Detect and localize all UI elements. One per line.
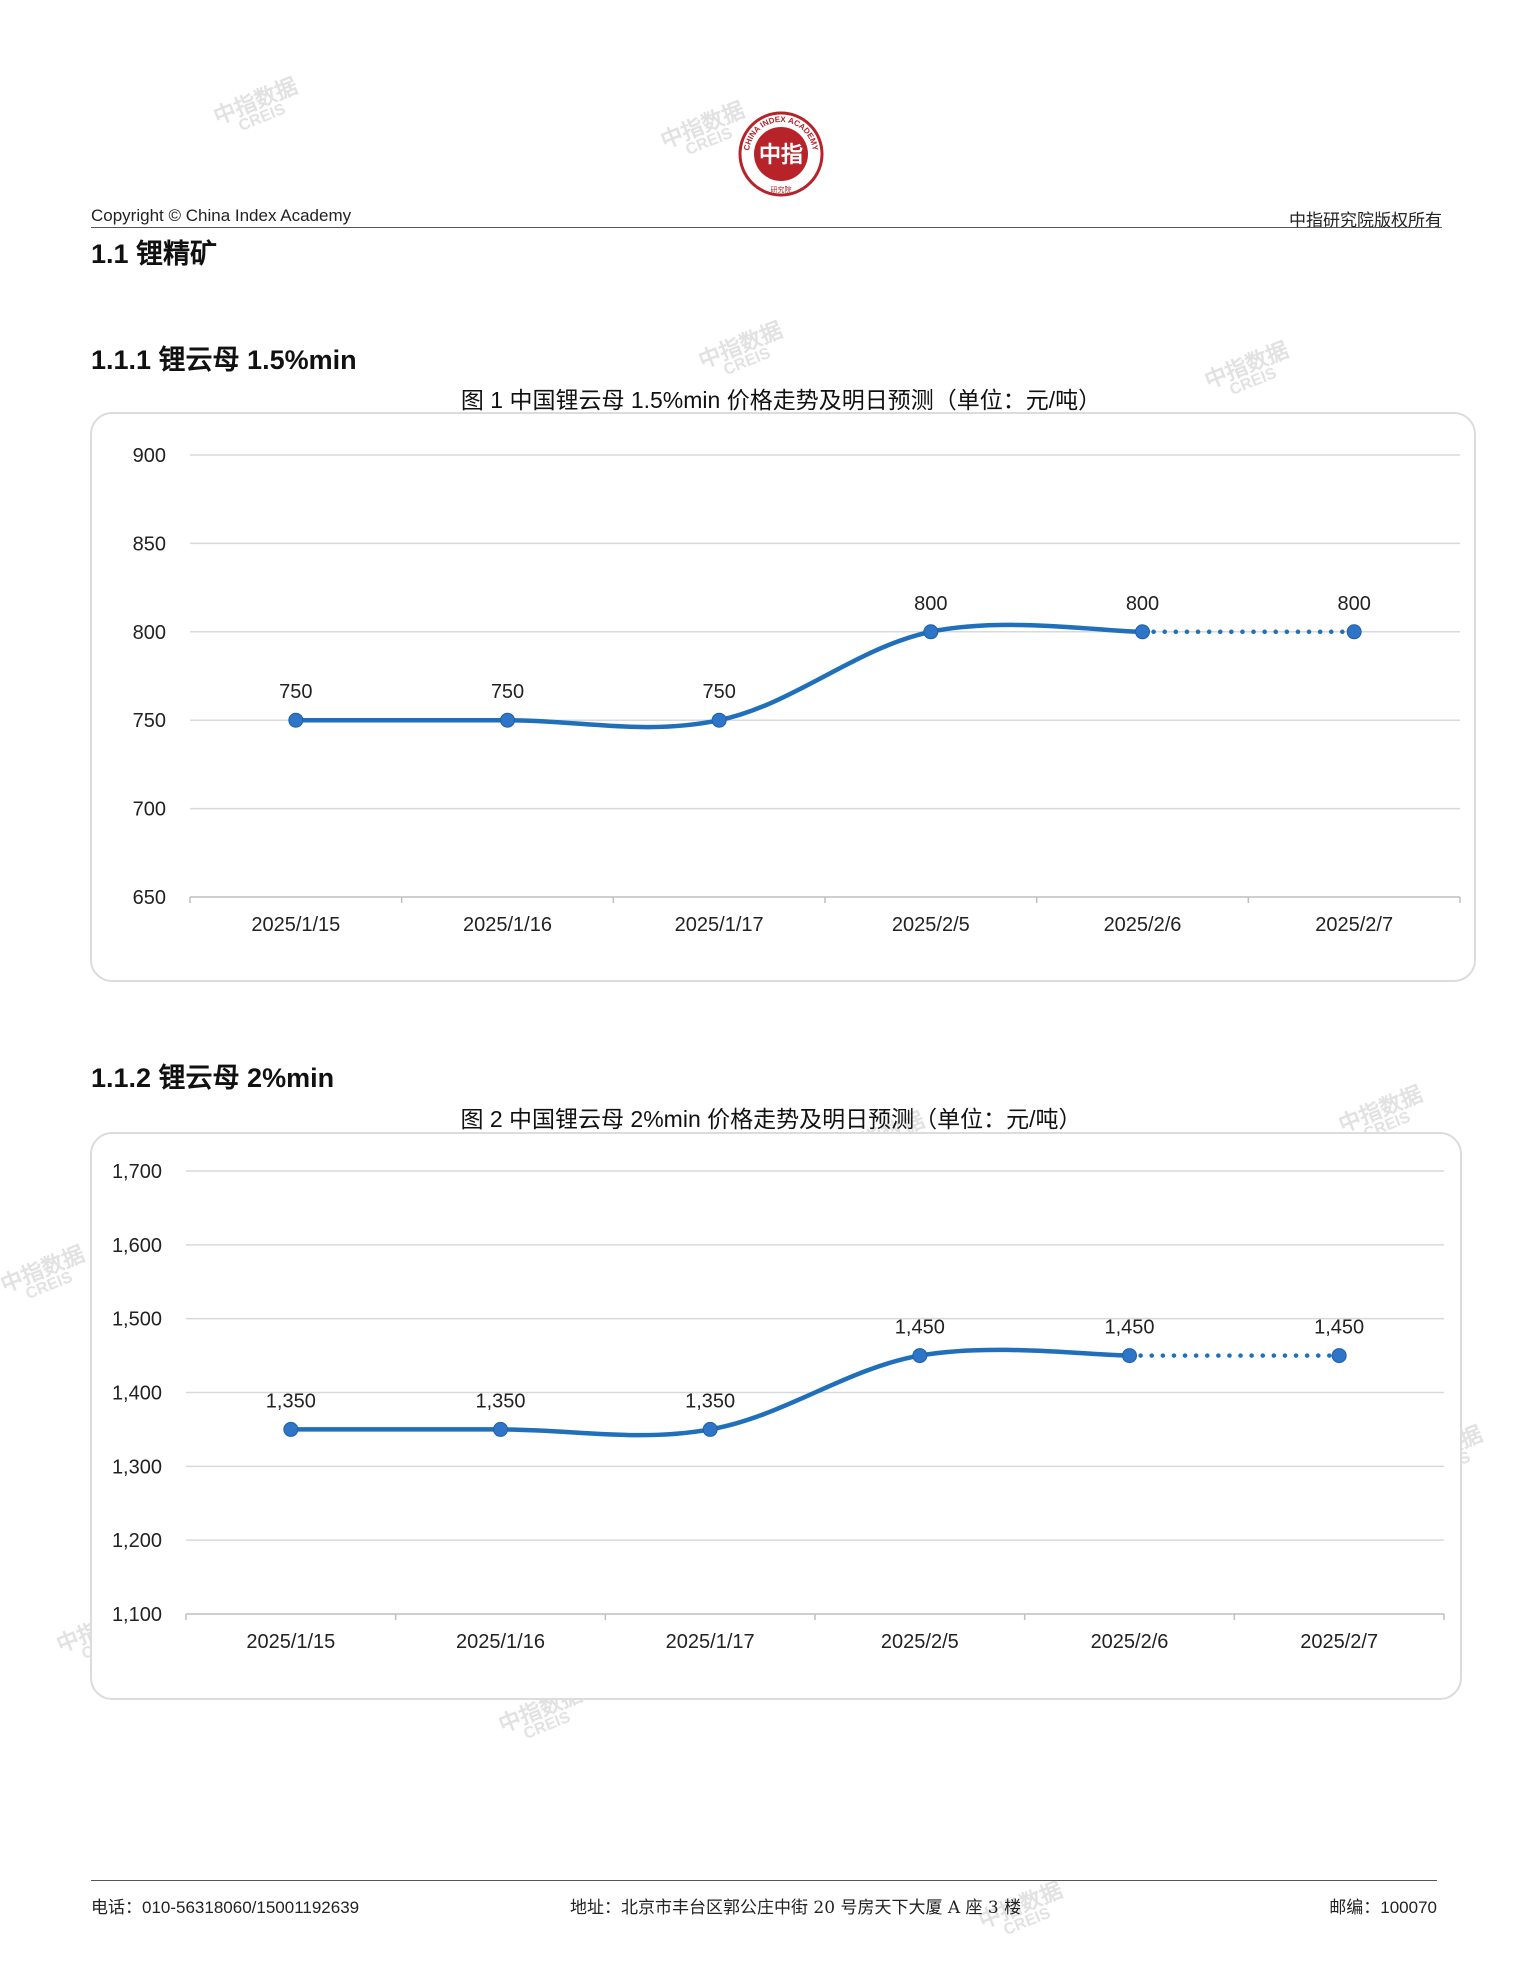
data-point bbox=[711, 712, 727, 728]
line-chart-2: 1,100 1,200 1,300 1,400 1,500 1,600 1,700 2025/… bbox=[112, 1161, 1445, 1653]
data-point bbox=[923, 624, 939, 640]
x-tick-label: 2025/1/15 bbox=[251, 914, 340, 936]
chart-card-2: 1,100 1,200 1,300 1,400 1,500 1,600 1,700 2025/… bbox=[90, 1132, 1462, 1700]
subsection-heading-1: 1.1.1 锂云母 1.5%min bbox=[91, 345, 357, 375]
section-title: 1.1 锂精矿 bbox=[91, 239, 218, 269]
y-tick-label: 1,200 bbox=[112, 1530, 162, 1552]
data-point bbox=[1122, 1348, 1137, 1364]
data-label: 1,350 bbox=[475, 1390, 525, 1412]
x-tick-label: 2025/2/7 bbox=[1300, 1631, 1378, 1653]
chart-caption-2: 图 2 中国锂云母 2%min 价格走势及明日预测（单位：元/吨） bbox=[460, 1106, 1082, 1132]
y-tick-label: 1,400 bbox=[112, 1383, 162, 1405]
y-tick-label: 850 bbox=[133, 533, 166, 555]
footer-divider bbox=[91, 1880, 1437, 1881]
chart-card-1: 650 700 750 800 850 900 2025/1/15 2025/1/16 2025… bbox=[90, 412, 1476, 982]
y-tick-label: 1,600 bbox=[112, 1235, 162, 1257]
y-tick-label: 1,100 bbox=[112, 1604, 162, 1626]
footer-address: 地址：北京市丰台区郭公庄中街 20 号房天下大厦 A 座 3 楼 bbox=[570, 1898, 1022, 1918]
logo-center-text: 中指 bbox=[759, 142, 803, 167]
data-point bbox=[1346, 624, 1362, 640]
y-tick-label: 800 bbox=[133, 622, 166, 644]
data-label: 1,450 bbox=[1104, 1317, 1154, 1339]
footer-postcode: 邮编：100070 bbox=[1329, 1898, 1437, 1917]
x-tick-label: 2025/2/5 bbox=[892, 914, 970, 936]
chart-caption-1: 图 1 中国锂云母 1.5%min 价格走势及明日预测（单位：元/吨） bbox=[460, 387, 1102, 413]
data-point bbox=[702, 1421, 718, 1437]
x-tick-label: 2025/1/17 bbox=[666, 1631, 755, 1653]
x-tick-label: 2025/2/7 bbox=[1315, 914, 1393, 936]
logo-bottom-text: 研究院 bbox=[771, 185, 792, 194]
data-label: 750 bbox=[279, 681, 312, 703]
x-tick-label: 2025/2/6 bbox=[1104, 914, 1182, 936]
data-label: 1,450 bbox=[895, 1317, 945, 1339]
data-label: 800 bbox=[914, 593, 947, 615]
x-tick-label: 2025/1/16 bbox=[456, 1631, 545, 1653]
data-label: 1,350 bbox=[266, 1390, 316, 1412]
y-tick-label: 900 bbox=[133, 445, 166, 467]
data-label: 750 bbox=[702, 681, 735, 703]
data-point bbox=[493, 1421, 508, 1437]
copyright-notice: Copyright © China Index Academy bbox=[91, 206, 352, 225]
data-label: 800 bbox=[1126, 593, 1159, 615]
footer-phone: 电话：010-56318060/15001192639 bbox=[91, 1898, 360, 1917]
x-tick-label: 2025/2/5 bbox=[881, 1631, 959, 1653]
header-divider bbox=[91, 227, 1442, 228]
data-point bbox=[1135, 624, 1150, 640]
rights-notice: 中指研究院版权所有 bbox=[1289, 211, 1442, 231]
data-label: 1,450 bbox=[1314, 1317, 1364, 1339]
data-label: 750 bbox=[491, 681, 524, 703]
data-point bbox=[1331, 1348, 1347, 1364]
data-point bbox=[283, 1421, 299, 1437]
x-tick-label: 2025/2/6 bbox=[1091, 1631, 1169, 1653]
subsection-heading-2: 1.1.2 锂云母 2%min bbox=[91, 1063, 335, 1093]
y-tick-label: 1,300 bbox=[112, 1456, 162, 1478]
series-line-actual bbox=[293, 622, 1145, 730]
x-tick-label: 2025/1/15 bbox=[246, 1631, 335, 1653]
data-point bbox=[288, 712, 304, 728]
y-tick-label: 700 bbox=[133, 799, 166, 821]
y-tick-label: 650 bbox=[133, 887, 166, 909]
data-point bbox=[500, 712, 515, 728]
data-label: 1,350 bbox=[685, 1390, 735, 1412]
china-index-academy-logo: 中指 CHINA INDEX ACADEMY 研究院 bbox=[738, 111, 824, 197]
y-tick-label: 1,700 bbox=[112, 1161, 162, 1183]
y-tick-label: 750 bbox=[133, 710, 166, 732]
data-point bbox=[912, 1348, 928, 1364]
x-tick-label: 2025/1/17 bbox=[675, 914, 764, 936]
data-label: 800 bbox=[1337, 593, 1370, 615]
x-tick-label: 2025/1/16 bbox=[463, 914, 552, 936]
y-tick-label: 1,500 bbox=[112, 1309, 162, 1331]
line-chart-1: 650 700 750 800 850 900 2025/1/15 2025/1/16 2025… bbox=[133, 445, 1461, 936]
